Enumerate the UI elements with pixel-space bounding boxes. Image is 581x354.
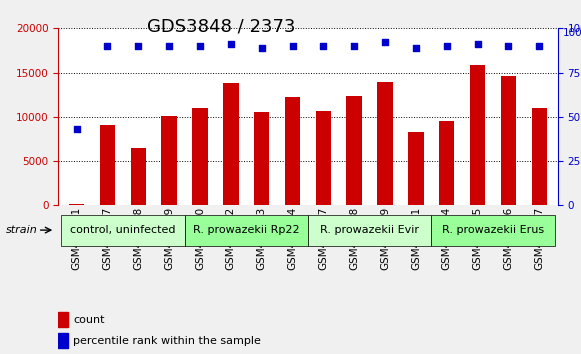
- Text: 100%: 100%: [563, 28, 581, 38]
- Bar: [69, 204, 84, 205]
- Text: R. prowazekii Evir: R. prowazekii Evir: [320, 225, 419, 235]
- Bar: [346, 97, 362, 205]
- Text: count: count: [73, 315, 105, 325]
- Point: [381, 40, 390, 45]
- Bar: [408, 132, 424, 205]
- Text: R. prowazekii Rp22: R. prowazekii Rp22: [193, 225, 300, 235]
- Bar: [162, 116, 177, 205]
- Bar: [439, 121, 454, 205]
- Bar: [254, 112, 270, 205]
- Point: [226, 41, 235, 47]
- Point: [257, 45, 266, 51]
- Text: control, uninfected: control, uninfected: [70, 225, 175, 235]
- Text: R. prowazekii Erus: R. prowazekii Erus: [442, 225, 544, 235]
- Bar: [470, 65, 485, 205]
- Point: [103, 43, 112, 49]
- Bar: [285, 97, 300, 205]
- Point: [504, 43, 513, 49]
- Bar: [532, 108, 547, 205]
- Point: [288, 43, 297, 49]
- Bar: [58, 333, 68, 348]
- Point: [72, 126, 81, 132]
- Text: percentile rank within the sample: percentile rank within the sample: [73, 336, 261, 346]
- Bar: [223, 83, 239, 205]
- Bar: [377, 82, 393, 205]
- Bar: [131, 148, 146, 205]
- FancyBboxPatch shape: [431, 215, 555, 246]
- Point: [164, 43, 174, 49]
- FancyBboxPatch shape: [308, 215, 431, 246]
- Point: [350, 43, 359, 49]
- Point: [473, 41, 482, 47]
- FancyBboxPatch shape: [185, 215, 308, 246]
- Point: [535, 43, 544, 49]
- Point: [411, 45, 421, 51]
- Point: [195, 43, 205, 49]
- Point: [319, 43, 328, 49]
- Point: [134, 43, 143, 49]
- Bar: [501, 76, 516, 205]
- Point: [442, 43, 451, 49]
- Text: GDS3848 / 2373: GDS3848 / 2373: [146, 18, 295, 36]
- Bar: [58, 312, 68, 327]
- FancyBboxPatch shape: [61, 215, 185, 246]
- Bar: [100, 125, 115, 205]
- Text: strain: strain: [6, 225, 38, 235]
- Bar: [315, 111, 331, 205]
- Bar: [192, 108, 207, 205]
